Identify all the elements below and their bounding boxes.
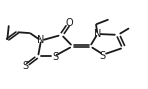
Text: S: S (23, 61, 29, 71)
Text: S: S (52, 52, 58, 62)
Text: S: S (99, 51, 106, 61)
Text: N: N (94, 29, 101, 39)
Text: O: O (66, 19, 73, 28)
Text: N: N (37, 35, 44, 45)
